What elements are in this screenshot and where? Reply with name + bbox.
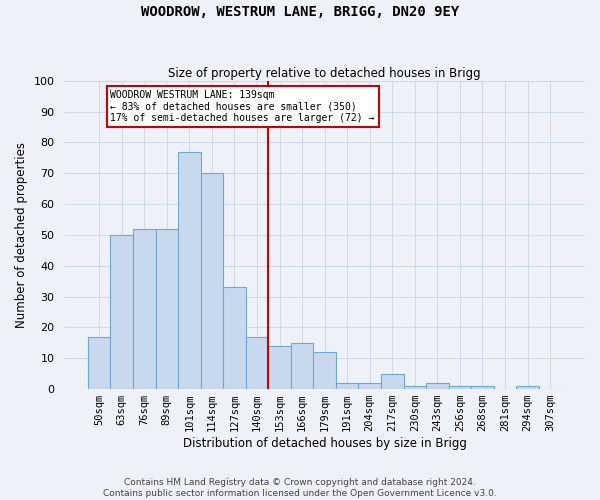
- Bar: [426, 383, 449, 389]
- Bar: [268, 346, 291, 389]
- Bar: [246, 336, 268, 389]
- Bar: [404, 386, 426, 389]
- Bar: [110, 235, 133, 389]
- Text: WOODROW WESTRUM LANE: 139sqm
← 83% of detached houses are smaller (350)
17% of s: WOODROW WESTRUM LANE: 139sqm ← 83% of de…: [110, 90, 375, 123]
- Bar: [449, 386, 471, 389]
- Bar: [358, 383, 381, 389]
- Bar: [516, 386, 539, 389]
- Bar: [381, 374, 404, 389]
- Bar: [291, 343, 313, 389]
- Bar: [336, 383, 358, 389]
- Bar: [200, 173, 223, 389]
- Bar: [313, 352, 336, 389]
- Bar: [471, 386, 494, 389]
- Y-axis label: Number of detached properties: Number of detached properties: [15, 142, 28, 328]
- X-axis label: Distribution of detached houses by size in Brigg: Distribution of detached houses by size …: [183, 437, 467, 450]
- Bar: [178, 152, 200, 389]
- Title: Size of property relative to detached houses in Brigg: Size of property relative to detached ho…: [169, 66, 481, 80]
- Bar: [223, 288, 246, 389]
- Text: WOODROW, WESTRUM LANE, BRIGG, DN20 9EY: WOODROW, WESTRUM LANE, BRIGG, DN20 9EY: [141, 5, 459, 19]
- Bar: [88, 336, 110, 389]
- Bar: [133, 228, 155, 389]
- Text: Contains HM Land Registry data © Crown copyright and database right 2024.
Contai: Contains HM Land Registry data © Crown c…: [103, 478, 497, 498]
- Bar: [155, 228, 178, 389]
